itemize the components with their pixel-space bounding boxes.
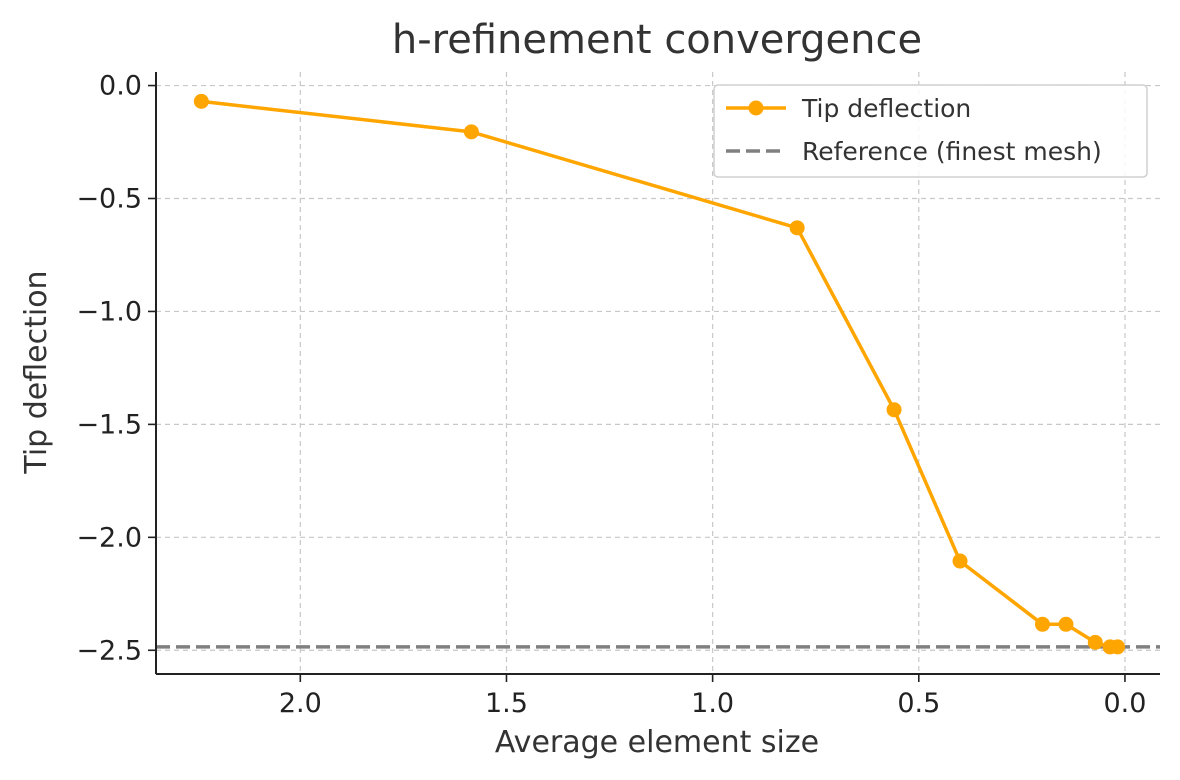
- y-tick-label: −2.0: [76, 522, 142, 553]
- data-point: [1034, 616, 1050, 632]
- data-point: [789, 220, 805, 236]
- data-point: [193, 93, 209, 109]
- axes-layer: 2.0 1.5 1.0 0.5 0.0 0.0 −0.5 −1.0 −1.5 −2.0 −2.5: [76, 71, 1160, 719]
- data-point: [463, 124, 479, 140]
- y-tick-label: −1.5: [76, 409, 142, 440]
- y-axis-label: Tip deflection: [19, 270, 54, 474]
- data-point: [886, 402, 902, 418]
- data-point: [952, 553, 968, 569]
- legend-label-reference: Reference (finest mesh): [802, 137, 1102, 166]
- legend-marker-tip-deflection: [748, 100, 764, 116]
- x-tick-label: 0.0: [1103, 688, 1146, 719]
- y-tick-label: −2.5: [76, 635, 142, 666]
- legend-frame: [713, 84, 1148, 178]
- data-point: [1087, 634, 1103, 650]
- legend-label-tip-deflection: Tip deflection: [801, 94, 971, 123]
- y-tick-label: 0.0: [99, 71, 142, 102]
- series-line: [201, 99, 1118, 649]
- series-layer: [193, 93, 1126, 655]
- x-tick-label: 1.5: [485, 688, 528, 719]
- x-tick-label: 2.0: [279, 688, 322, 719]
- x-tick-label: 0.5: [897, 688, 940, 719]
- y-tick-label: −1.0: [76, 296, 142, 327]
- legend: Tip deflection Reference (finest mesh): [713, 84, 1148, 178]
- x-axis-label: Average element size: [495, 725, 819, 760]
- y-tick-label: −0.5: [76, 183, 142, 214]
- data-point: [1110, 639, 1126, 655]
- chart-title: h-refinement convergence: [392, 17, 922, 63]
- data-point: [1058, 616, 1074, 632]
- x-tick-label: 1.0: [691, 688, 734, 719]
